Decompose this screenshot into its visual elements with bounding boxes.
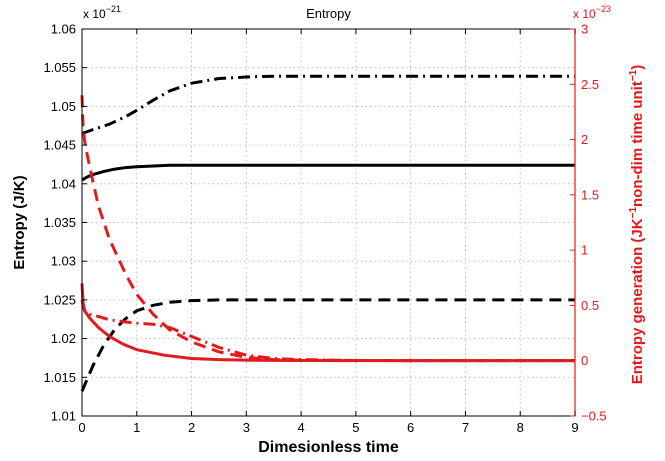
right-multiplier-base: x 10 (573, 7, 596, 21)
x-tick-label: 4 (297, 420, 304, 435)
y-right-tick-label: 3 (581, 22, 588, 37)
x-tick-label: 8 (517, 420, 524, 435)
series-layer (80, 74, 575, 392)
right-multiplier-exp: −23 (596, 4, 611, 14)
y-right-tick-label: 2.5 (581, 77, 599, 92)
y-right-tick-label: 1 (581, 243, 588, 258)
y-right-tick-label: 0.5 (581, 298, 599, 313)
right-label-sup2: −1 (628, 69, 639, 81)
y-right-tick-label: 2 (581, 132, 588, 147)
y-left-tick-label: 1.03 (51, 254, 76, 269)
y-right-tick-label: 0 (581, 353, 588, 368)
series-line-left-solid (81, 163, 575, 182)
left-axis-multiplier: x 10−21 (83, 4, 121, 21)
y-right-tick-label: −0.5 (581, 409, 607, 424)
y-left-tick-label: 1.06 (51, 22, 76, 37)
right-label-mid: non-dim time unit (629, 81, 646, 207)
y-left-tick-label: 1.045 (43, 138, 76, 153)
y-axis-label-left: Entropy (J/K) (11, 175, 28, 269)
right-label-base: Entropy generation (JK (629, 218, 646, 384)
series-line-left-dashed (80, 298, 575, 392)
x-tick-label: 9 (571, 420, 578, 435)
right-axis-multiplier: x 10−23 (573, 4, 611, 21)
y-left-tick-label: 1.04 (51, 176, 76, 191)
right-label-sup1: −1 (628, 207, 639, 219)
y-left-tick-label: 1.015 (43, 370, 76, 385)
x-tick-label: 2 (188, 420, 195, 435)
series-line-right-dashed (80, 95, 575, 363)
y-left-tick-label: 1.02 (51, 331, 76, 346)
y-axis-label-right: Entropy generation (JK−1non-dim time uni… (628, 65, 646, 385)
y-right-tick-label: 1.5 (581, 187, 599, 202)
x-tick-label: 3 (243, 420, 250, 435)
x-axis-label: Dimesionless time (258, 439, 399, 456)
ticks: 0 1 2 3 4 5 6 7 8 9 1.01 1.015 1.02 1.025 1.03 1.035 1.0… (43, 22, 606, 436)
y-left-tick-label: 1.035 (43, 215, 76, 230)
y-left-tick-label: 1.025 (43, 292, 76, 307)
left-multiplier-base: x 10 (83, 7, 106, 21)
right-label-end: ) (629, 65, 646, 70)
x-tick-label: 1 (133, 420, 140, 435)
series-line-left-dashdot (81, 74, 575, 135)
left-multiplier-exp: −21 (106, 4, 121, 14)
x-tick-label: 7 (462, 420, 469, 435)
y-left-tick-label: 1.05 (51, 99, 76, 114)
chart-title: Entropy (306, 6, 351, 21)
y-left-tick-label: 1.055 (43, 60, 76, 75)
y-left-tick-label: 1.01 (51, 409, 76, 424)
x-tick-label: 5 (352, 420, 359, 435)
x-tick-label: 6 (407, 420, 414, 435)
x-tick-label: 0 (78, 420, 85, 435)
